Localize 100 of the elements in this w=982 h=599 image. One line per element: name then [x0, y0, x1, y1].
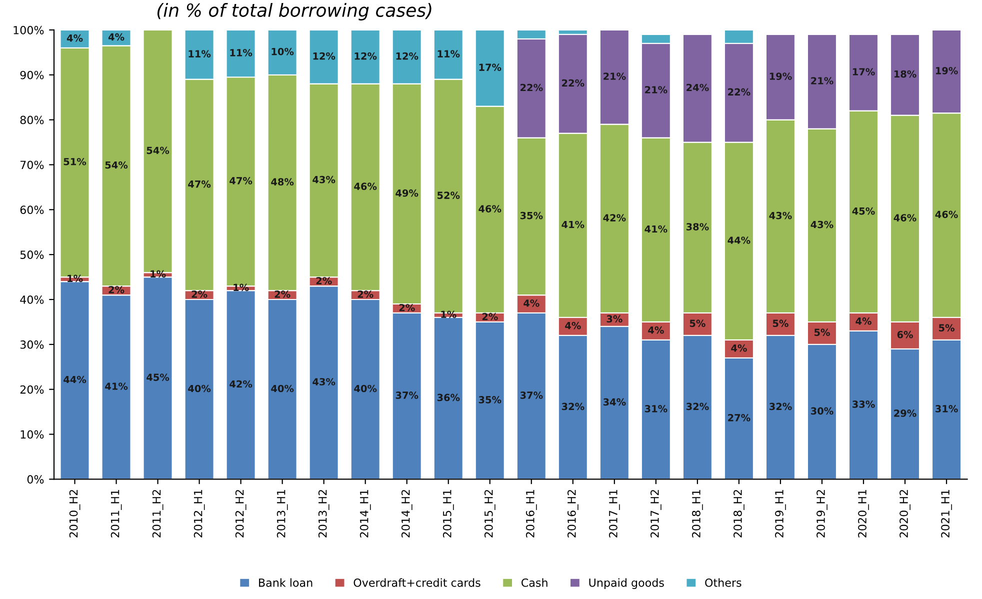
data-label: 29% — [894, 410, 916, 417]
x-tick-label: 2012_H2 — [235, 490, 246, 538]
data-label: 24% — [686, 84, 709, 92]
x-tick-label: 2015_H1 — [442, 490, 454, 538]
data-label: 40% — [354, 384, 377, 392]
y-tick-label: 40% — [20, 295, 44, 304]
x-tick-label: 2018_H1 — [692, 490, 703, 538]
data-label: 21% — [604, 72, 626, 80]
data-label: 43% — [769, 212, 792, 220]
data-label: 35% — [520, 212, 543, 220]
data-label: 47% — [188, 180, 211, 188]
y-tick-label: 50% — [20, 250, 44, 259]
data-label: 30% — [810, 407, 834, 415]
data-label: 4% — [66, 34, 83, 42]
y-tick-label: 30% — [20, 340, 44, 349]
x-tick-label: 2019_H1 — [775, 490, 786, 538]
data-label: 2% — [316, 276, 332, 284]
x-tick-label: 2011_H1 — [110, 490, 122, 538]
data-label: 4% — [731, 344, 747, 352]
y-tick-label: 70% — [20, 160, 44, 170]
data-label: 45% — [146, 374, 170, 381]
data-label: 6% — [897, 330, 913, 338]
data-label: 54% — [146, 146, 170, 154]
data-label: 4% — [565, 322, 581, 330]
x-tick-label: 2017_H1 — [608, 490, 620, 538]
data-label: 43% — [312, 378, 336, 386]
data-label: 27% — [728, 414, 750, 422]
data-label: 42% — [603, 214, 626, 222]
data-label: 43% — [810, 220, 834, 228]
data-label: 3% — [606, 315, 622, 323]
x-tick-label: 2019_H2 — [816, 490, 828, 538]
data-label: 35% — [478, 396, 502, 404]
data-label: 18% — [894, 70, 916, 78]
data-label: 2% — [274, 290, 290, 298]
legend-label: Bank loan — [259, 578, 312, 587]
y-tick-label: 0% — [27, 475, 44, 484]
x-tick-label: 2013_H1 — [276, 490, 288, 538]
bar — [142, 276, 173, 480]
legend-label: Unpaid goods — [589, 578, 664, 589]
data-label: 10% — [272, 48, 294, 56]
data-label: 5% — [939, 324, 954, 332]
y-tick-label: 60% — [20, 206, 44, 214]
data-label: 52% — [437, 192, 460, 199]
x-tick-label: 2010_H2 — [69, 490, 80, 538]
data-label: 48% — [271, 178, 294, 186]
data-label: 12% — [396, 52, 418, 60]
data-label: 17% — [852, 68, 875, 76]
data-label: 2% — [482, 312, 498, 320]
data-label: 51% — [64, 158, 86, 166]
x-tick-label: 2013_H2 — [318, 490, 330, 538]
data-label: 5% — [690, 320, 706, 328]
y-tick-label: 20% — [20, 385, 44, 394]
data-label: 32% — [686, 402, 709, 410]
x-tick-label: 2017_H2 — [650, 490, 662, 538]
x-tick-label: 2014_H1 — [360, 490, 371, 538]
data-label: 32% — [769, 402, 792, 410]
data-label: 2% — [108, 286, 124, 294]
data-label: 2% — [358, 290, 374, 298]
y-tick-label: 100% — [14, 26, 44, 34]
data-label: 19% — [770, 72, 792, 80]
data-label: 40% — [271, 384, 294, 392]
chart-title: (in % of total borrowing cases) — [157, 2, 432, 20]
data-label: 4% — [648, 326, 664, 334]
x-tick-label: 2021_H1 — [941, 490, 952, 538]
x-tick-label: 2016_H1 — [526, 490, 537, 538]
data-label: 22% — [520, 84, 543, 92]
data-label: 41% — [105, 382, 128, 390]
data-label: 21% — [811, 77, 834, 84]
data-label: 46% — [935, 210, 958, 218]
data-label: 5% — [814, 328, 830, 336]
data-label: 12% — [313, 52, 336, 60]
data-label: 11% — [438, 50, 460, 58]
data-label: 32% — [562, 402, 584, 410]
x-tick-label: 2014_H2 — [401, 490, 412, 538]
x-tick-label: 2018_H2 — [734, 490, 744, 538]
data-label: 34% — [603, 398, 626, 406]
data-label: 22% — [562, 79, 584, 87]
x-tick-label: 2020_H1 — [858, 490, 869, 538]
data-label: 12% — [354, 52, 377, 60]
y-tick-label: 80% — [20, 116, 44, 124]
x-tick-label: 2015_H2 — [484, 490, 496, 538]
data-label: 38% — [686, 223, 709, 230]
data-label: 22% — [728, 88, 750, 96]
legend-label: Others — [705, 578, 742, 587]
data-label: 31% — [936, 405, 958, 412]
x-tick-label: 2020_H2 — [900, 490, 910, 538]
data-label: 37% — [396, 392, 418, 399]
data-label: 21% — [645, 86, 668, 94]
data-label: 2% — [399, 304, 415, 312]
data-label: 54% — [105, 161, 128, 169]
y-tick-label: 10% — [20, 430, 44, 439]
bar — [226, 290, 256, 480]
data-label: 11% — [188, 50, 211, 58]
data-label: 5% — [772, 320, 788, 328]
data-label: 11% — [230, 49, 252, 56]
data-label: 36% — [437, 394, 460, 402]
data-label: 2% — [192, 290, 208, 298]
y-tick-label: 90% — [20, 70, 44, 80]
data-label: 19% — [936, 66, 958, 74]
data-label: 4% — [856, 317, 872, 325]
